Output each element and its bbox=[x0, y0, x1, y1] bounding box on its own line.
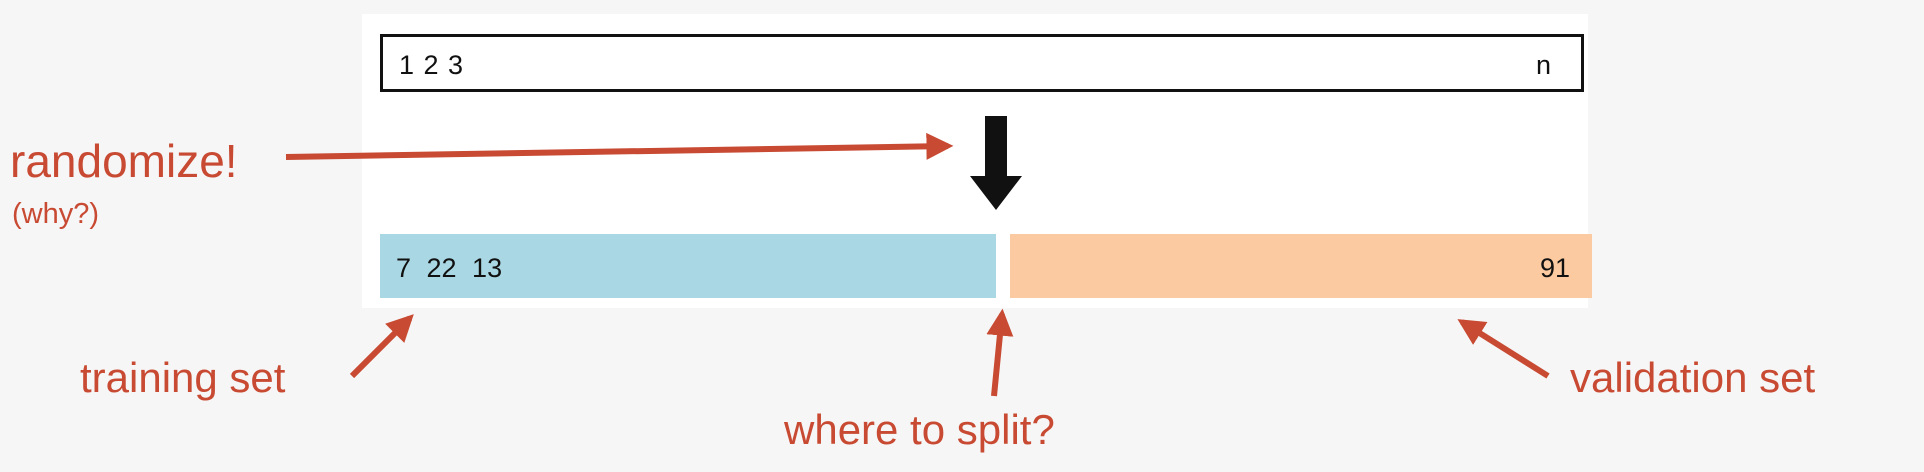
split-pointer-arrow bbox=[986, 308, 1014, 397]
where-to-split-label: where to split? bbox=[784, 406, 1055, 453]
training-pointer-arrow bbox=[349, 314, 414, 379]
sequence-start-label: 1 2 3 bbox=[399, 50, 465, 80]
training-sample-labels: 7 22 13 bbox=[396, 253, 503, 283]
training-set-bar: 7 22 13 bbox=[380, 234, 996, 298]
randomize-label: randomize! bbox=[10, 135, 238, 187]
shuffle-down-arrow bbox=[970, 116, 1022, 210]
randomize-pointer-arrow bbox=[285, 132, 954, 160]
ordered-data-box: 1 2 3 n bbox=[380, 34, 1584, 92]
validation-set-label: validation set bbox=[1570, 354, 1816, 401]
why-label: (why?) bbox=[12, 198, 100, 230]
validation-pointer-arrow bbox=[1457, 319, 1550, 379]
validation-sample-label: 91 bbox=[1539, 253, 1570, 283]
sequence-end-label: n bbox=[1535, 50, 1551, 80]
training-set-label: training set bbox=[80, 354, 286, 401]
validation-set-bar: 91 bbox=[1010, 234, 1592, 298]
